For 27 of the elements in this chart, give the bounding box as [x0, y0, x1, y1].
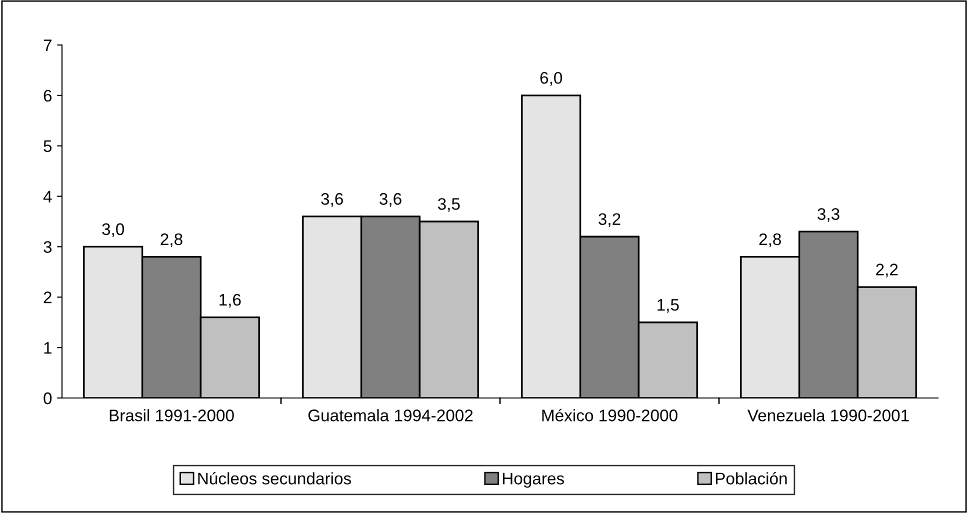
x-tick-label: Guatemala 1994-2002 [308, 409, 473, 422]
data-label: 3,6 [321, 193, 343, 207]
y-tick-label: 5 [44, 140, 52, 152]
legend-label: Núcleos secundarios [198, 472, 351, 484]
data-label: 3,2 [598, 213, 620, 227]
data-label: 2,2 [876, 264, 898, 278]
data-label: 1,6 [220, 294, 241, 308]
legend-label: Hogares [502, 472, 564, 488]
y-tick-label: 2 [44, 292, 52, 304]
data-label: 1,5 [658, 299, 679, 313]
x-tick-label: México 1990-2000 [542, 408, 678, 422]
y-tick-label: 3 [44, 241, 52, 253]
y-tick-label: 6 [44, 90, 52, 102]
x-tick-label: Brasil 1991-2000 [110, 409, 234, 422]
legend-label: Población [716, 472, 787, 484]
data-label: 3,5 [438, 198, 460, 212]
x-tick-label: Venezuela 1990-2001 [747, 409, 909, 422]
data-label: 3,6 [380, 193, 402, 207]
y-tick-label: 1 [44, 342, 52, 354]
data-label: 3,3 [818, 208, 840, 222]
data-label: 3,0 [102, 223, 124, 238]
data-label: 2,8 [160, 233, 182, 248]
data-label: 2,8 [759, 233, 781, 248]
y-tick-label: 0 [44, 392, 52, 404]
data-label: 6,0 [540, 72, 562, 86]
y-tick-label: 7 [44, 40, 52, 52]
y-tick-label: 4 [43, 190, 52, 202]
